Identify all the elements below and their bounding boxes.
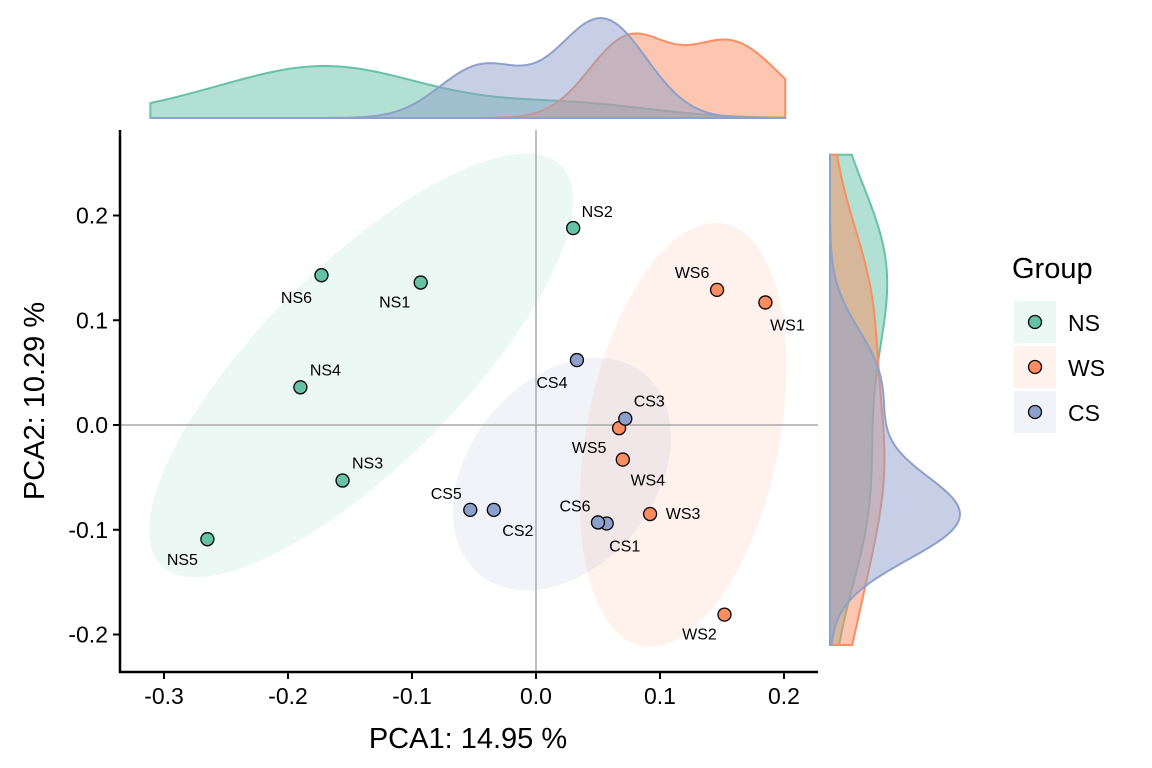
x-tick-label: 0.0 [520,683,552,709]
point-NS2 [566,220,581,236]
legend-title: Group [1012,253,1093,285]
point-label-WS5: WS5 [572,440,607,457]
point-label-NS6: NS6 [281,290,312,307]
x-tick-label: -0.2 [268,683,308,709]
axes: -0.3 -0.2 -0.1 0.0 0.1 0.2 -0.2 -0.1 0.0 0.1 0.2 [68,130,818,709]
top-density-CS [150,16,787,119]
point-label-WS1: WS1 [770,317,805,334]
point-NS1 [413,275,428,290]
point-CS6 [590,515,606,530]
legend-marker-CS [1027,404,1043,420]
point-label-NS2: NS2 [582,204,613,221]
point-label-NS1: NS1 [379,295,410,312]
point-NS3 [335,473,350,488]
legend-label-CS: CS [1068,400,1100,426]
y-tick-label: -0.2 [68,622,108,648]
right-marginal-density [829,153,962,646]
point-label-WS6: WS6 [675,265,710,282]
legend-label-NS: NS [1068,310,1100,336]
y-tick-label: 0.2 [76,203,108,229]
point-CS4 [569,352,585,368]
y-axis-title: PCA2: 10.29 % [19,302,51,500]
y-tick-label: 0.1 [76,307,108,333]
point-label-CS5: CS5 [431,486,462,503]
point-label-CS4: CS4 [536,375,567,392]
reference-lines [120,130,818,672]
legend-marker-WS [1027,359,1043,375]
y-tick-label: -0.1 [68,517,108,543]
x-tick-label: 0.2 [768,683,800,709]
point-NS5 [200,532,215,547]
point-label-CS3: CS3 [634,394,665,411]
x-axis-title: PCA1: 14.95 % [369,723,567,755]
y-tick-label: 0.0 [76,412,108,438]
point-CS5 [463,502,478,517]
right-density-CS [829,153,962,646]
ellipse-WS [579,222,787,647]
point-label-NS4: NS4 [310,362,341,379]
point-label-WS4: WS4 [630,473,665,490]
point-label-CS1: CS1 [609,538,640,555]
point-WS1 [758,295,773,310]
ellipse-NS [149,153,573,578]
point-label-NS3: NS3 [352,456,383,473]
point-label-WS2: WS2 [682,627,717,644]
point-NS6 [314,268,329,283]
ellipses [149,153,787,647]
point-NS4 [293,380,308,395]
ellipse-CS [452,357,671,591]
legend: NS WS CS [1014,301,1105,433]
point-WS2 [717,607,732,622]
point-CS3 [618,411,633,426]
point-label-NS5: NS5 [167,552,198,569]
point-CS2 [486,502,501,517]
point-WS6 [709,282,725,298]
x-tick-label: -0.3 [144,683,184,709]
top-marginal-density [149,16,787,119]
x-tick-label: -0.1 [392,683,432,709]
point-label-WS3: WS3 [666,506,701,523]
point-label-CS2: CS2 [502,523,533,540]
legend-label-WS: WS [1068,355,1105,381]
point-WS3 [642,506,658,522]
x-tick-label: 0.1 [644,683,676,709]
legend-marker-NS [1027,314,1043,330]
point-WS4 [615,452,630,467]
point-label-CS6: CS6 [559,498,590,515]
